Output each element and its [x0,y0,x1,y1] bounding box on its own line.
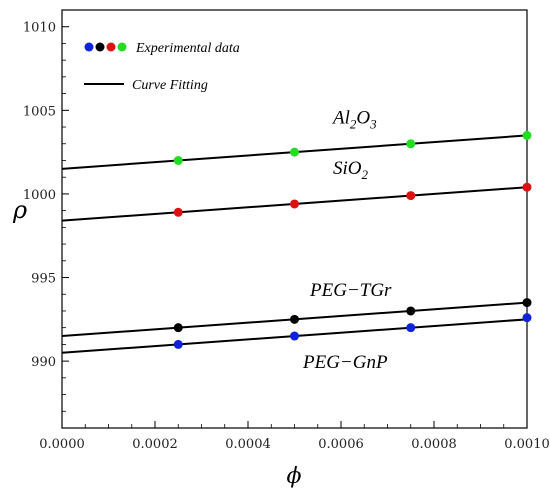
plot-frame [61,9,528,429]
y-tick-label: 1000 [23,188,56,203]
legend-marker-black [95,42,105,52]
point-peg-tgr [290,314,299,324]
label-al2o3: Al2O3 [331,108,377,132]
legend-fit-label: Curve Fitting [132,78,208,93]
data-points [173,130,532,349]
point-al2o3 [406,139,416,149]
point-peg-gnp [173,339,183,349]
legend-marker-red [106,42,116,52]
point-peg-tgr [406,306,416,316]
y-tick-label: 1005 [23,104,56,119]
x-tick-label: 0.0000 [39,437,85,452]
x-tick-label: 0.0002 [132,437,178,452]
y-axis-label: ρ [12,196,27,224]
legend: Experimental data Curve Fitting [84,41,240,93]
x-tick-label: 0.0010 [504,437,550,452]
label-peg-tgr: PEG−TGr [309,280,392,301]
point-peg-gnp [290,331,299,341]
point-peg-tgr [522,298,532,308]
legend-marker-green [117,42,127,52]
label-sio2: SiO2 [333,158,369,182]
x-tick-label: 0.0006 [318,437,364,452]
label-peg-gnp: PEG−GnP [302,352,388,373]
x-tick-label: 0.0004 [225,437,271,452]
point-al2o3 [522,130,532,140]
legend-experimental-label: Experimental data [135,41,240,56]
y-tick-label: 1010 [23,21,56,36]
point-peg-gnp [522,313,532,323]
point-peg-gnp [406,323,416,333]
point-al2o3 [173,155,183,165]
axis-ticks: 0.0000 0.0002 0.0004 0.0006 0.0008 0.0010 990 9… [23,9,550,452]
point-sio2 [406,191,416,201]
point-sio2 [290,199,299,209]
point-sio2 [522,182,532,192]
legend-marker-blue [84,42,94,52]
point-peg-tgr [173,323,183,333]
y-tick-label: 995 [31,272,56,287]
x-tick-label: 0.0008 [411,437,457,452]
point-sio2 [173,207,183,217]
y-tick-label: 990 [31,355,56,370]
point-al2o3 [290,147,299,157]
x-axis-label: ϕ [287,464,302,489]
series-labels: Al2O3 SiO2 PEG−TGr PEG−GnP [302,108,392,373]
